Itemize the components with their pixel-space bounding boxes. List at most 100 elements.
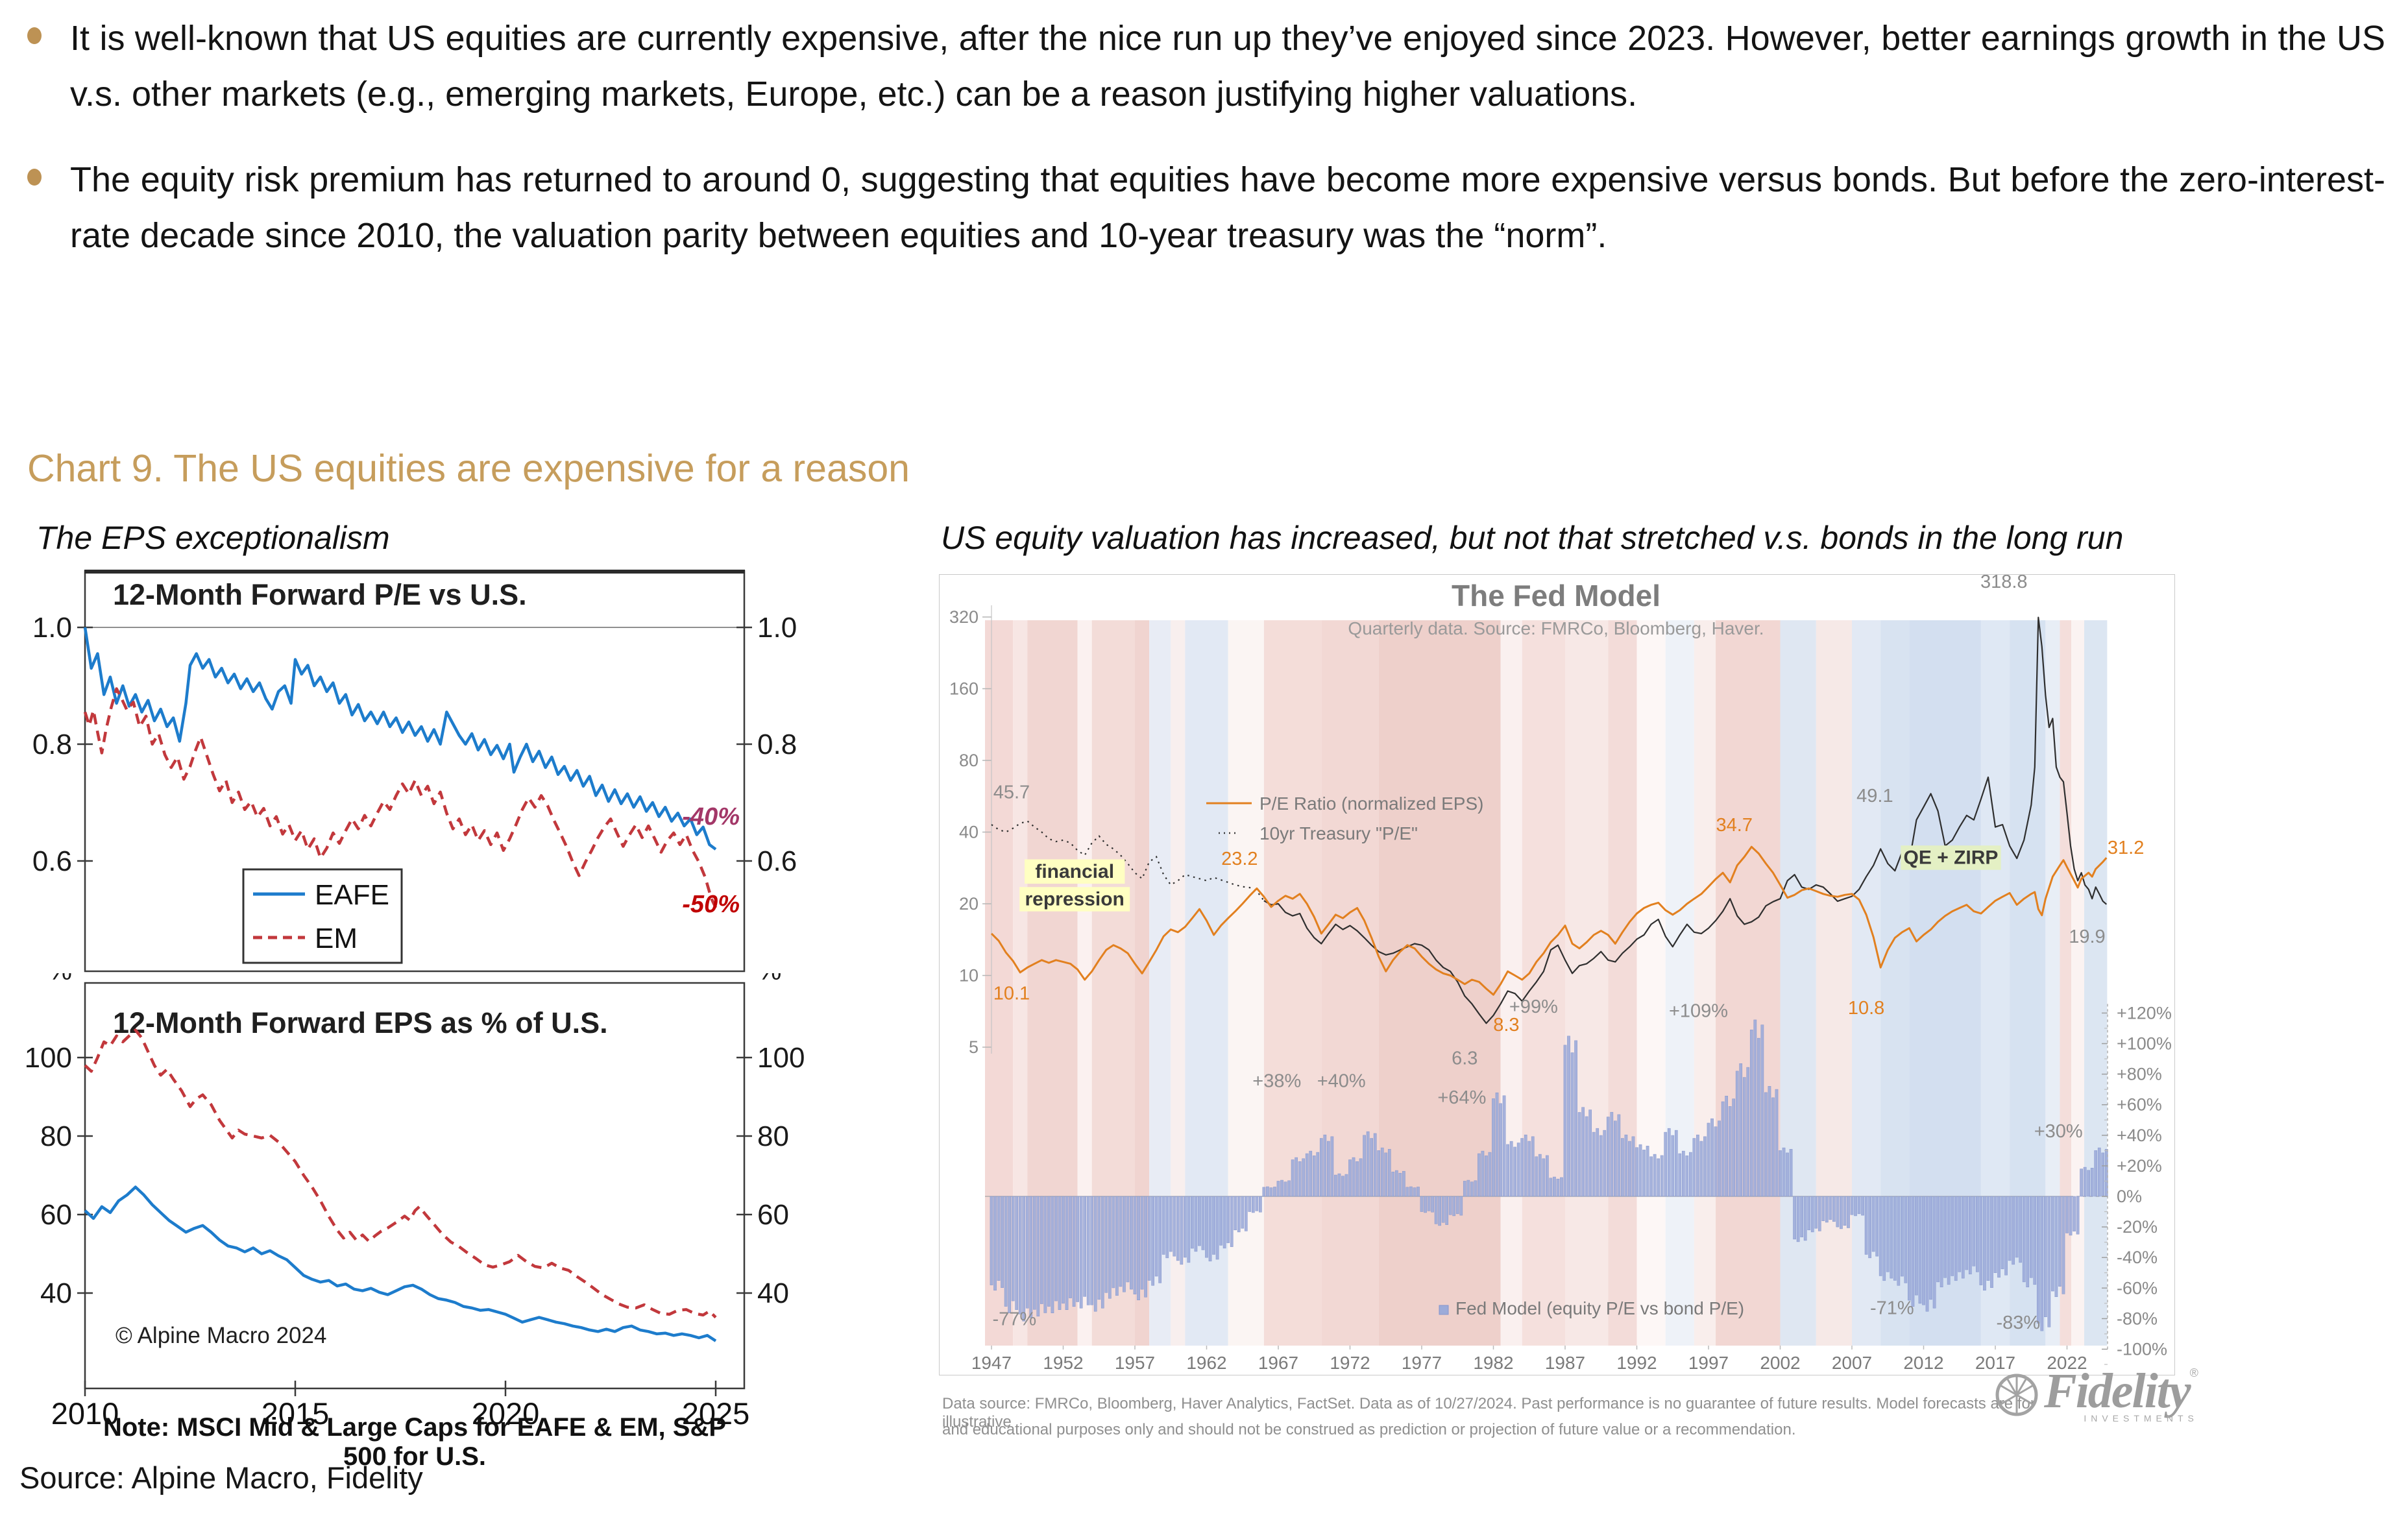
svg-text:%: % — [48, 973, 72, 986]
svg-text:10.1: 10.1 — [993, 984, 1030, 1004]
svg-text:+20%: +20% — [2117, 1156, 2162, 1176]
svg-text:1967: 1967 — [1258, 1353, 1298, 1373]
svg-text:40: 40 — [757, 1277, 789, 1309]
right-chart-subtitle: US equity valuation has increased, but n… — [941, 520, 2124, 556]
svg-text:-77%: -77% — [993, 1309, 1037, 1330]
svg-text:-100%: -100% — [2117, 1340, 2167, 1359]
chart-note: Note: MSCI Mid & Large Caps for EAFE & E… — [103, 1413, 727, 1471]
svg-text:320: 320 — [949, 607, 979, 627]
svg-text:40: 40 — [40, 1277, 72, 1309]
svg-text:100: 100 — [757, 1042, 805, 1074]
svg-text:+64%: +64% — [1437, 1087, 1486, 1108]
left-chart-subtitle: The EPS exceptionalism — [36, 520, 390, 556]
svg-text:100: 100 — [25, 1042, 72, 1074]
svg-text:31.2: 31.2 — [2108, 838, 2144, 858]
bullet-item: The equity risk premium has returned to … — [26, 152, 2385, 263]
svg-text:Fed Model (equity P/E vs bond: Fed Model (equity P/E vs bond P/E) — [1455, 1298, 1744, 1318]
svg-text:-50%: -50% — [682, 891, 740, 918]
svg-text:2015: 2015 — [261, 1396, 330, 1431]
svg-text:2012: 2012 — [1903, 1353, 1943, 1373]
svg-text:0.8: 0.8 — [757, 729, 797, 760]
svg-text:34.7: 34.7 — [1716, 815, 1753, 836]
svg-text:12-Month Forward P/E vs U.S.: 12-Month Forward P/E vs U.S. — [113, 578, 527, 611]
fidelity-wordmark: Fidelity — [2044, 1364, 2191, 1418]
svg-text:45.7: 45.7 — [993, 782, 1030, 803]
svg-text:-60%: -60% — [2117, 1278, 2158, 1298]
svg-text:© Alpine Macro 2024: © Alpine Macro 2024 — [116, 1323, 326, 1348]
svg-text:1952: 1952 — [1043, 1353, 1083, 1373]
svg-text:10.8: 10.8 — [1848, 998, 1884, 1019]
key-points-list: It is well-known that US equities are cu… — [26, 10, 2385, 293]
bullet-icon — [27, 169, 42, 186]
bullet-icon — [27, 27, 42, 44]
svg-text:0.8: 0.8 — [32, 729, 72, 760]
svg-text:1962: 1962 — [1186, 1353, 1226, 1373]
svg-text:+109%: +109% — [1669, 1001, 1728, 1022]
svg-text:QE + ZIRP: QE + ZIRP — [1904, 847, 1999, 869]
svg-text:1987: 1987 — [1545, 1353, 1585, 1373]
svg-text:+40%: +40% — [1317, 1071, 1366, 1091]
svg-text:1972: 1972 — [1330, 1353, 1370, 1373]
svg-text:12-Month Forward EPS as % of U: 12-Month Forward EPS as % of U.S. — [113, 1006, 608, 1039]
svg-text:2007: 2007 — [1832, 1353, 1872, 1373]
svg-text:-40%: -40% — [682, 803, 740, 830]
svg-text:-20%: -20% — [2117, 1217, 2158, 1237]
svg-text:1957: 1957 — [1115, 1353, 1155, 1373]
svg-text:2020: 2020 — [472, 1396, 540, 1431]
fidelity-investments-label: INVESTMENTS — [2084, 1413, 2198, 1423]
svg-text:%: % — [757, 973, 781, 986]
bullet-item: It is well-known that US equities are cu… — [26, 10, 2385, 122]
svg-text:1947: 1947 — [971, 1353, 1012, 1373]
svg-text:1992: 1992 — [1616, 1353, 1657, 1373]
svg-text:80: 80 — [40, 1120, 72, 1152]
svg-text:1997: 1997 — [1688, 1353, 1729, 1373]
svg-text:financial: financial — [1035, 861, 1114, 882]
svg-text:19.9: 19.9 — [2069, 926, 2105, 947]
svg-text:0.6: 0.6 — [32, 845, 72, 877]
svg-text:EM: EM — [315, 923, 358, 954]
svg-text:60: 60 — [40, 1199, 72, 1231]
svg-text:P/E Ratio (normalized EPS): P/E Ratio (normalized EPS) — [1259, 793, 1483, 814]
svg-text:6.3: 6.3 — [1452, 1048, 1478, 1069]
svg-text:+60%: +60% — [2117, 1095, 2162, 1115]
svg-text:+120%: +120% — [2117, 1003, 2172, 1023]
svg-text:-83%: -83% — [1997, 1313, 2041, 1333]
fed-disclaimer-line2: and educational purposes only and should… — [942, 1421, 1796, 1438]
bullet-text: It is well-known that US equities are cu… — [70, 19, 2385, 114]
svg-text:1.0: 1.0 — [757, 612, 797, 644]
source-line: Source: Alpine Macro, Fidelity — [19, 1460, 423, 1495]
svg-text:1982: 1982 — [1473, 1353, 1513, 1373]
svg-text:80: 80 — [757, 1120, 789, 1152]
svg-text:2022: 2022 — [2047, 1353, 2087, 1373]
svg-text:1.0: 1.0 — [32, 612, 72, 644]
svg-text:EAFE: EAFE — [315, 879, 389, 911]
bullet-text: The equity risk premium has returned to … — [70, 160, 2385, 255]
svg-text:repression: repression — [1025, 889, 1124, 910]
svg-text:49.1: 49.1 — [1856, 786, 1893, 806]
svg-text:2002: 2002 — [1760, 1353, 1800, 1373]
svg-text:23.2: 23.2 — [1221, 849, 1258, 869]
svg-text:2017: 2017 — [1975, 1353, 2015, 1373]
svg-text:160: 160 — [949, 679, 979, 699]
forward-pe-chart: 1.0 1.0 0.8 0.8 0.6 0.6 12-Month Forward P/E v… — [32, 570, 797, 973]
svg-text:2025: 2025 — [682, 1396, 750, 1431]
svg-text:Quarterly data. Source: FMRCo: Quarterly data. Source: FMRCo, Bloomberg… — [1348, 618, 1764, 638]
svg-text:8.3: 8.3 — [1493, 1015, 1519, 1035]
svg-text:10yr Treasury "P/E": 10yr Treasury "P/E" — [1259, 823, 1418, 843]
fed-model-panel: The Fed Model Quarterly data. Source: FMR… — [939, 572, 2175, 1375]
fed-disclaimer-line1: Data source: FMRCo, Bloomberg, Haver Ana… — [942, 1395, 2036, 1431]
fidelity-logo: Fidelity® INVESTMENTS — [1989, 1366, 2198, 1423]
svg-text:+80%: +80% — [2117, 1065, 2162, 1084]
svg-text:1977: 1977 — [1402, 1353, 1442, 1373]
svg-text:+100%: +100% — [2117, 1034, 2172, 1054]
svg-text:80: 80 — [959, 751, 979, 770]
chart-section-title: Chart 9. The US equities are expensive f… — [27, 447, 910, 490]
svg-text:+40%: +40% — [2117, 1126, 2162, 1145]
svg-text:-71%: -71% — [1870, 1298, 1914, 1319]
fed-model-chart: The Fed Model Quarterly data. Source: FMR… — [949, 572, 2172, 1373]
svg-text:-80%: -80% — [2117, 1309, 2158, 1328]
svg-text:318.8: 318.8 — [1980, 575, 2028, 592]
svg-text:5: 5 — [969, 1037, 979, 1057]
svg-text:-40%: -40% — [2117, 1248, 2158, 1267]
